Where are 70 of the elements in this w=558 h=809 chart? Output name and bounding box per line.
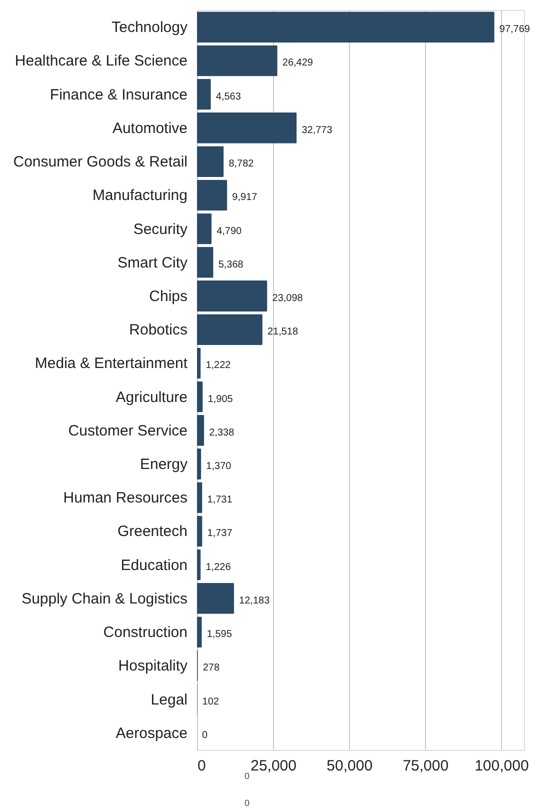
y-tick-label: Aerospace (116, 724, 188, 742)
y-tick-label: Media & Entertainment (34, 355, 188, 372)
bar (197, 381, 203, 412)
bar (197, 213, 212, 244)
data-label: 23,098 (272, 292, 304, 304)
bar (197, 516, 202, 547)
bar (197, 146, 224, 178)
data-label: 1,222 (206, 360, 232, 372)
data-label: 9,917 (232, 192, 258, 204)
x-tick-label: 50,000 (326, 758, 373, 774)
y-tick-label: Energy (140, 456, 188, 474)
bar (197, 448, 202, 480)
x-tick-label: 25,000 (250, 758, 296, 774)
x-tick-label: 100,000 (474, 758, 529, 774)
y-tick-label: Chips (149, 288, 188, 305)
data-label: 21,518 (267, 326, 298, 338)
y-tick-label: Robotics (129, 322, 188, 339)
y-tick-label: Manufacturing (92, 187, 188, 204)
bar (197, 582, 234, 614)
y-tick-label: Automotive (112, 120, 188, 137)
y-tick-label: Education (120, 556, 188, 574)
x-tick-label: 0 (198, 758, 206, 774)
text: 0 (244, 771, 250, 781)
data-label: 2,338 (209, 427, 235, 438)
data-label: 12,183 (239, 595, 270, 606)
bar (197, 314, 262, 346)
y-tick-label: Agriculture (116, 388, 188, 406)
data-label: 1,905 (208, 394, 234, 405)
y-tick-label: Construction (103, 624, 188, 642)
bar (197, 549, 201, 580)
bar (197, 280, 268, 312)
y-tick-label: Legal (150, 691, 188, 708)
y-tick-label: Finance & Insurance (50, 86, 188, 104)
data-label: 278 (202, 662, 220, 674)
y-tick-label: Customer Service (68, 422, 188, 440)
bar (197, 12, 494, 43)
y-tick-label: Human Resources (63, 490, 188, 507)
y-tick-label: Hospitality (118, 658, 188, 675)
data-label: 4,563 (216, 91, 242, 102)
data-label: 5,368 (218, 259, 244, 270)
y-tick-label: Greentech (117, 523, 188, 540)
bar (197, 112, 297, 144)
bar (197, 180, 228, 211)
data-label: 97,769 (499, 24, 530, 36)
data-label: 26,429 (282, 58, 314, 69)
data-label: 4,790 (216, 226, 242, 237)
bar (197, 616, 202, 648)
bar (197, 45, 278, 76)
data-label: 8,782 (228, 158, 254, 170)
data-label: 1,731 (207, 494, 233, 506)
bar (197, 482, 202, 514)
y-tick-label: Supply Chain & Logistics (22, 590, 188, 608)
bar (197, 414, 204, 446)
data-label: 1,595 (206, 629, 232, 640)
y-tick-label: Healthcare & Life Science (14, 52, 188, 70)
y-tick-label: Consumer Goods & Retail (13, 154, 188, 171)
y-tick-label: Technology (112, 19, 188, 36)
bar (197, 246, 214, 278)
data-label: 102 (202, 696, 220, 708)
data-label: 1,737 (207, 528, 233, 540)
data-label: 32,773 (302, 124, 333, 136)
data-label: 1,370 (206, 461, 232, 472)
data-label: 1,226 (206, 562, 232, 573)
y-tick-label: Smart City (117, 254, 188, 272)
data-label: 0 (202, 730, 208, 741)
x-tick-label: 75,000 (402, 758, 449, 774)
bar (197, 348, 201, 379)
bar (197, 78, 211, 110)
y-tick-label: Security (133, 220, 188, 238)
text: 0 (244, 798, 250, 808)
